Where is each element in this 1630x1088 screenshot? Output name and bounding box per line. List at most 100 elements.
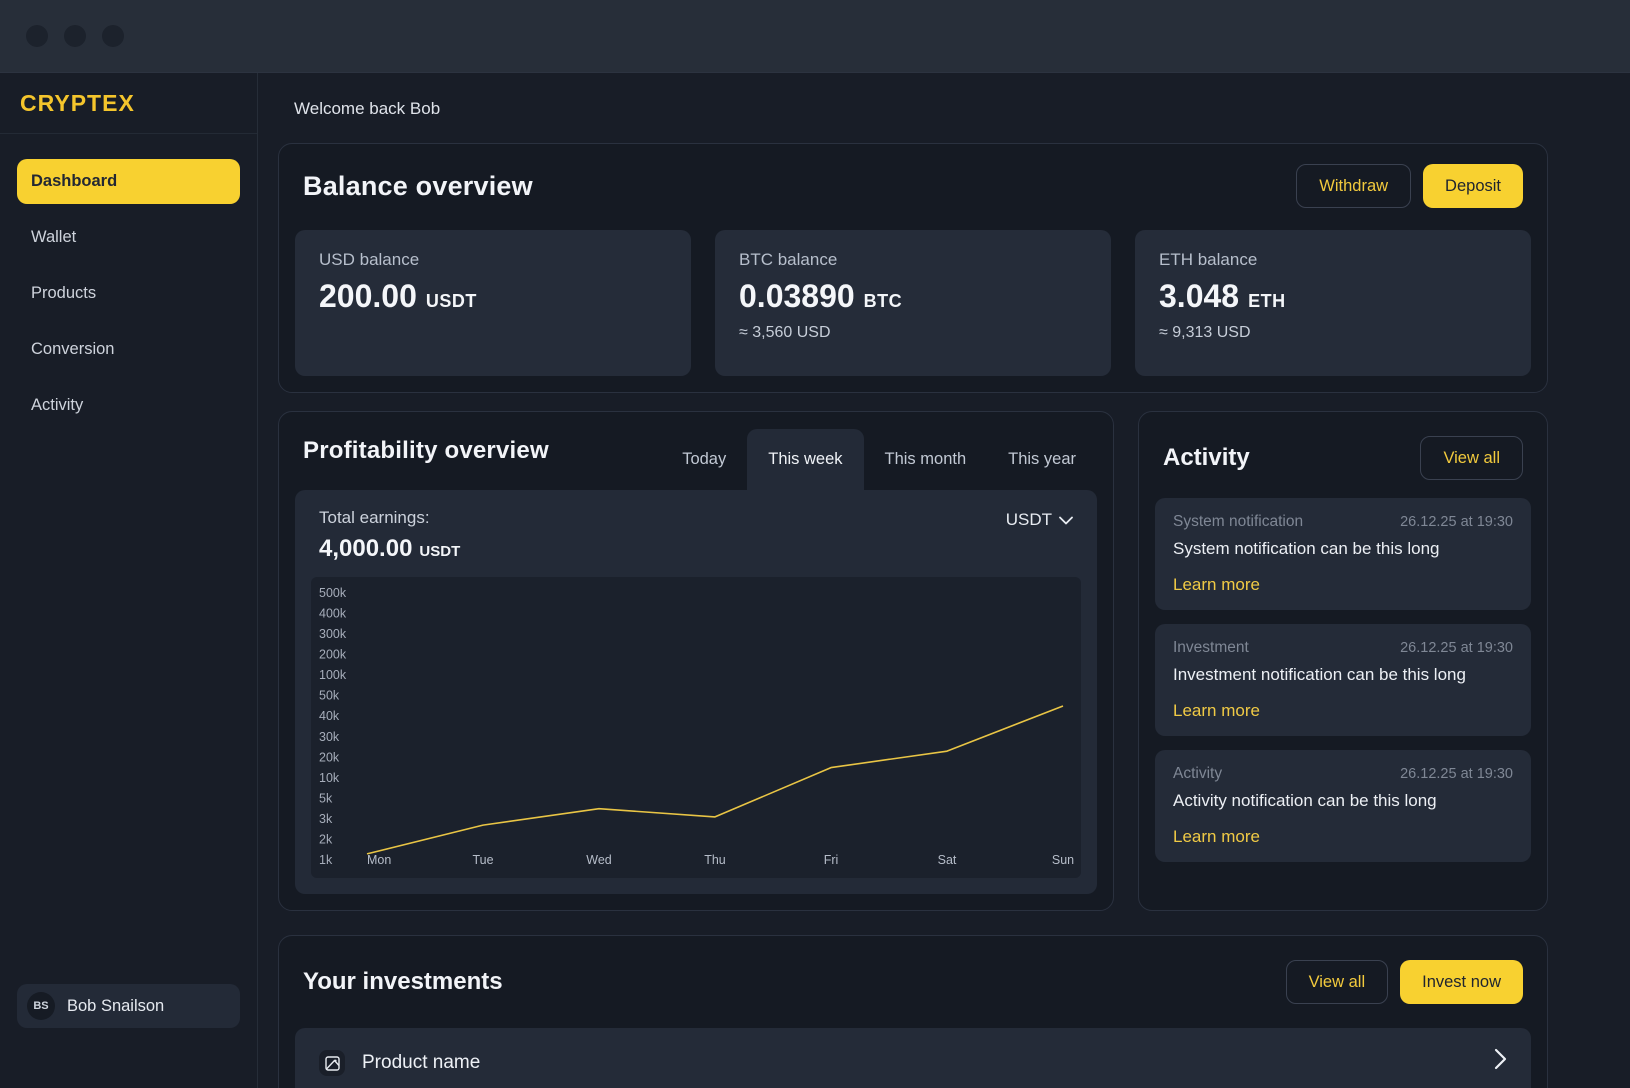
svg-text:5k: 5k	[319, 791, 333, 805]
svg-text:Thu: Thu	[704, 853, 726, 867]
svg-text:Sun: Sun	[1052, 853, 1074, 867]
balance-value: 200.00	[319, 278, 417, 315]
svg-text:1k: 1k	[319, 853, 333, 867]
svg-text:10k: 10k	[319, 771, 340, 785]
invest-now-button[interactable]: Invest now	[1400, 960, 1523, 1004]
user-profile-button[interactable]: BS Bob Snailson	[17, 984, 240, 1028]
welcome-text: Welcome back Bob	[294, 99, 1548, 119]
balance-approx: ≈ 3,560 USD	[739, 324, 1087, 343]
sidebar-nav: Dashboard Wallet Products Conversion Act…	[0, 134, 257, 984]
svg-text:40k: 40k	[319, 709, 340, 723]
earnings-line-chart: 2k3k5k10k20k30k40k50k100k200k300k400k500…	[311, 577, 1081, 878]
svg-text:Fri: Fri	[824, 853, 839, 867]
svg-text:3k: 3k	[319, 812, 333, 826]
sidebar-item-dashboard[interactable]: Dashboard	[17, 159, 240, 204]
window-control-minimize[interactable]	[64, 25, 86, 47]
svg-text:50k: 50k	[319, 689, 340, 703]
total-earnings-unit: USDT	[419, 543, 460, 560]
svg-text:Mon: Mon	[367, 853, 391, 867]
svg-text:300k: 300k	[319, 627, 347, 641]
usd-balance-card: USD balance 200.00USDT	[295, 230, 691, 376]
notification-timestamp: 26.12.25 at 19:30	[1400, 640, 1513, 656]
sidebar-item-products[interactable]: Products	[17, 271, 240, 316]
balance-label: BTC balance	[739, 250, 1087, 270]
sidebar-item-label: Wallet	[31, 228, 76, 247]
activity-view-all-button[interactable]: View all	[1420, 436, 1523, 480]
notification-category: Activity	[1173, 765, 1222, 783]
svg-text:Tue: Tue	[472, 853, 493, 867]
tab-today[interactable]: Today	[661, 429, 747, 490]
svg-text:200k: 200k	[319, 648, 347, 662]
balance-overview-title: Balance overview	[303, 171, 533, 202]
sidebar: CRYPTEX Dashboard Wallet Products Conver…	[0, 73, 258, 1088]
sidebar-item-label: Dashboard	[31, 172, 117, 191]
learn-more-link[interactable]: Learn more	[1173, 827, 1260, 847]
app-logo: CRYPTEX	[20, 90, 135, 117]
svg-text:30k: 30k	[319, 730, 340, 744]
notification-category: System notification	[1173, 513, 1303, 531]
window-control-close[interactable]	[26, 25, 48, 47]
sidebar-item-label: Products	[31, 284, 96, 303]
investments-card: Your investments View all Invest now Pro…	[278, 935, 1548, 1088]
main-content: Welcome back Bob Balance overview Withdr…	[258, 73, 1630, 1088]
tab-this-month[interactable]: This month	[864, 429, 988, 490]
user-name: Bob Snailson	[67, 997, 164, 1016]
svg-text:Wed: Wed	[586, 853, 612, 867]
balance-approx	[319, 324, 667, 343]
notification-message: Activity notification can be this long	[1173, 791, 1513, 811]
svg-text:500k: 500k	[319, 586, 347, 600]
eth-balance-card: ETH balance 3.048ETH ≈ 9,313 USD	[1135, 230, 1531, 376]
window-control-maximize[interactable]	[102, 25, 124, 47]
currency-selector[interactable]: USDT	[1006, 510, 1073, 530]
sidebar-item-conversion[interactable]: Conversion	[17, 327, 240, 372]
balance-unit: ETH	[1248, 291, 1286, 312]
balance-unit: USDT	[426, 291, 477, 312]
activity-card: Activity View all System notification 26…	[1138, 411, 1548, 911]
deposit-button[interactable]: Deposit	[1423, 164, 1523, 208]
currency-selector-value: USDT	[1006, 510, 1052, 530]
period-tabs: Today This week This month This year	[661, 412, 1097, 490]
investments-title: Your investments	[303, 968, 503, 996]
total-earnings-value: 4,000.00	[319, 535, 412, 563]
sidebar-item-wallet[interactable]: Wallet	[17, 215, 240, 260]
notification-timestamp: 26.12.25 at 19:30	[1400, 514, 1513, 530]
total-earnings-label: Total earnings:	[319, 508, 460, 528]
chevron-down-icon	[1059, 516, 1073, 525]
sidebar-item-label: Conversion	[31, 340, 114, 359]
notification-item: System notification 26.12.25 at 19:30 Sy…	[1155, 498, 1531, 610]
svg-text:20k: 20k	[319, 750, 340, 764]
withdraw-button[interactable]: Withdraw	[1296, 164, 1411, 208]
notification-message: System notification can be this long	[1173, 539, 1513, 559]
notification-category: Investment	[1173, 639, 1249, 657]
profitability-panel: Total earnings: 4,000.00 USDT USDT 2k 3k 5k…	[295, 490, 1097, 894]
balance-overview-card: Balance overview Withdraw Deposit USD ba…	[278, 143, 1548, 393]
activity-title: Activity	[1163, 444, 1250, 472]
profitability-overview-card: Profitability overview Today This week T…	[278, 411, 1114, 911]
balance-approx: ≈ 9,313 USD	[1159, 324, 1507, 343]
investments-view-all-button[interactable]: View all	[1286, 960, 1389, 1004]
btc-balance-card: BTC balance 0.03890BTC ≈ 3,560 USD	[715, 230, 1111, 376]
notification-item: Investment 26.12.25 at 19:30 Investment …	[1155, 624, 1531, 736]
logo-area: CRYPTEX	[0, 73, 257, 134]
svg-text:400k: 400k	[319, 606, 347, 620]
notification-list: System notification 26.12.25 at 19:30 Sy…	[1155, 498, 1531, 910]
svg-text:2k: 2k	[319, 833, 333, 847]
product-row[interactable]: Product name	[295, 1028, 1531, 1088]
learn-more-link[interactable]: Learn more	[1173, 575, 1260, 595]
chevron-right-icon	[1494, 1048, 1507, 1070]
profitability-title: Profitability overview	[303, 437, 549, 465]
notification-timestamp: 26.12.25 at 19:30	[1400, 766, 1513, 782]
notification-message: Investment notification can be this long	[1173, 665, 1513, 685]
balance-value: 0.03890	[739, 278, 855, 315]
tab-this-year[interactable]: This year	[987, 429, 1097, 490]
sidebar-item-activity[interactable]: Activity	[17, 383, 240, 428]
learn-more-link[interactable]: Learn more	[1173, 701, 1260, 721]
svg-text:Sat: Sat	[938, 853, 957, 867]
balance-label: ETH balance	[1159, 250, 1507, 270]
product-image-icon	[319, 1050, 345, 1076]
app-window: CRYPTEX Dashboard Wallet Products Conver…	[0, 0, 1630, 1088]
product-name: Product name	[362, 1052, 480, 1074]
tab-this-week[interactable]: This week	[747, 429, 863, 490]
window-titlebar	[0, 0, 1630, 72]
avatar: BS	[27, 992, 55, 1020]
